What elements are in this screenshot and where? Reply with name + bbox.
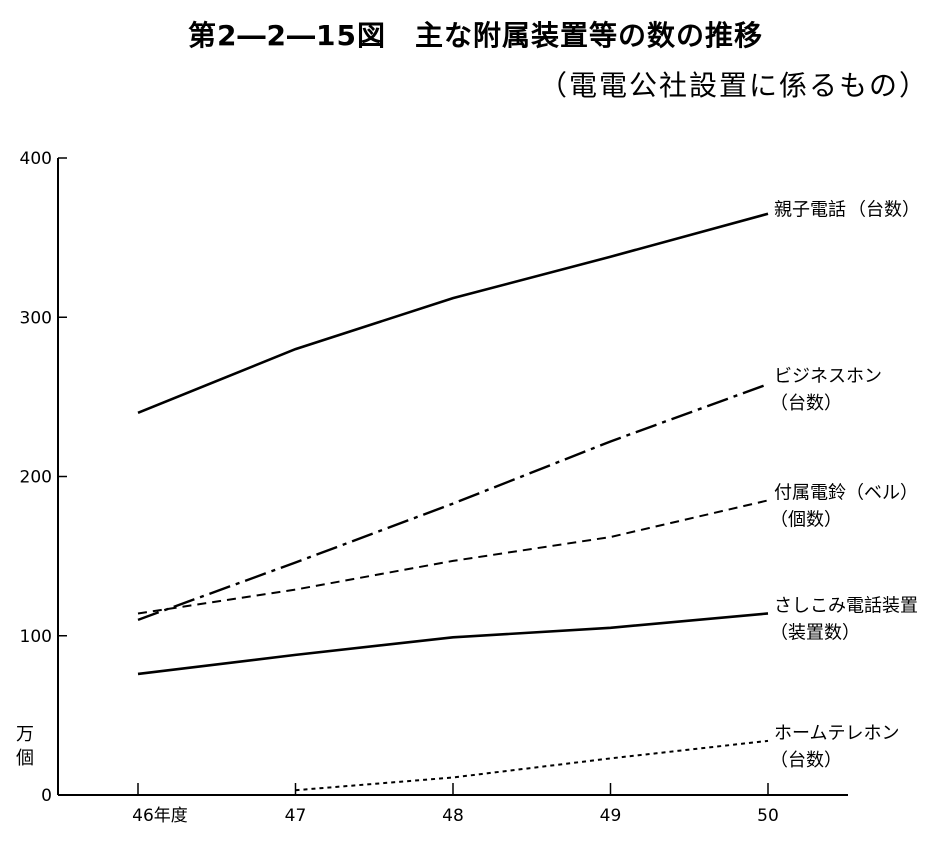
y-unit-label: 万個 [16,724,34,769]
series-name-label: 付属電鈴（ベル） [774,482,918,503]
x-tick-label: 46年度 [132,806,188,826]
series-name-label: ホームテレホン [774,723,899,744]
series-name-label: さしこみ電話装置 [774,595,918,616]
x-tick-label: 49 [600,806,622,826]
y-tick-label: 100 [20,627,52,647]
x-tick-label: 48 [442,806,464,826]
series-name-label: 親子電話 [774,200,846,221]
x-ticks: 46年度 47 48 49 50 [132,783,779,826]
series-labels: 親子電話 （台数）ビジネスホン（台数）付属電鈴（ベル）（個数）さしこみ電話装置（装… [770,200,920,771]
y-tick-label: 200 [20,468,52,488]
series-unit-label: （装置数） [770,622,860,643]
series-line [137,499,769,615]
series-unit-label: （台数） [848,200,920,221]
series-lines [137,212,769,792]
x-tick-label: 50 [757,806,779,826]
x-tick-label: 47 [285,806,307,826]
series-line [137,612,769,676]
y-tick-label: 400 [20,149,52,169]
axes [57,158,848,796]
series-unit-label: （台数） [770,393,842,414]
chart-title: 第2―2―15図 主な附属装置等の数の推移 [188,19,763,52]
chart-subtitle: （電電公社設置に係るもの） [538,69,929,102]
series-unit-label: （個数） [770,509,842,530]
series-line [137,212,769,415]
y-axis-unit-label: 万個 [16,724,34,769]
series-name-label: ビジネスホン [774,366,882,387]
y-tick-label: 300 [20,308,52,328]
series-unit-label: （台数） [770,750,842,771]
series-line [295,739,769,792]
series-line [137,383,769,621]
y-ticks: 0 100 200 300 400 [20,149,67,806]
y-tick-label: 0 [41,786,52,806]
